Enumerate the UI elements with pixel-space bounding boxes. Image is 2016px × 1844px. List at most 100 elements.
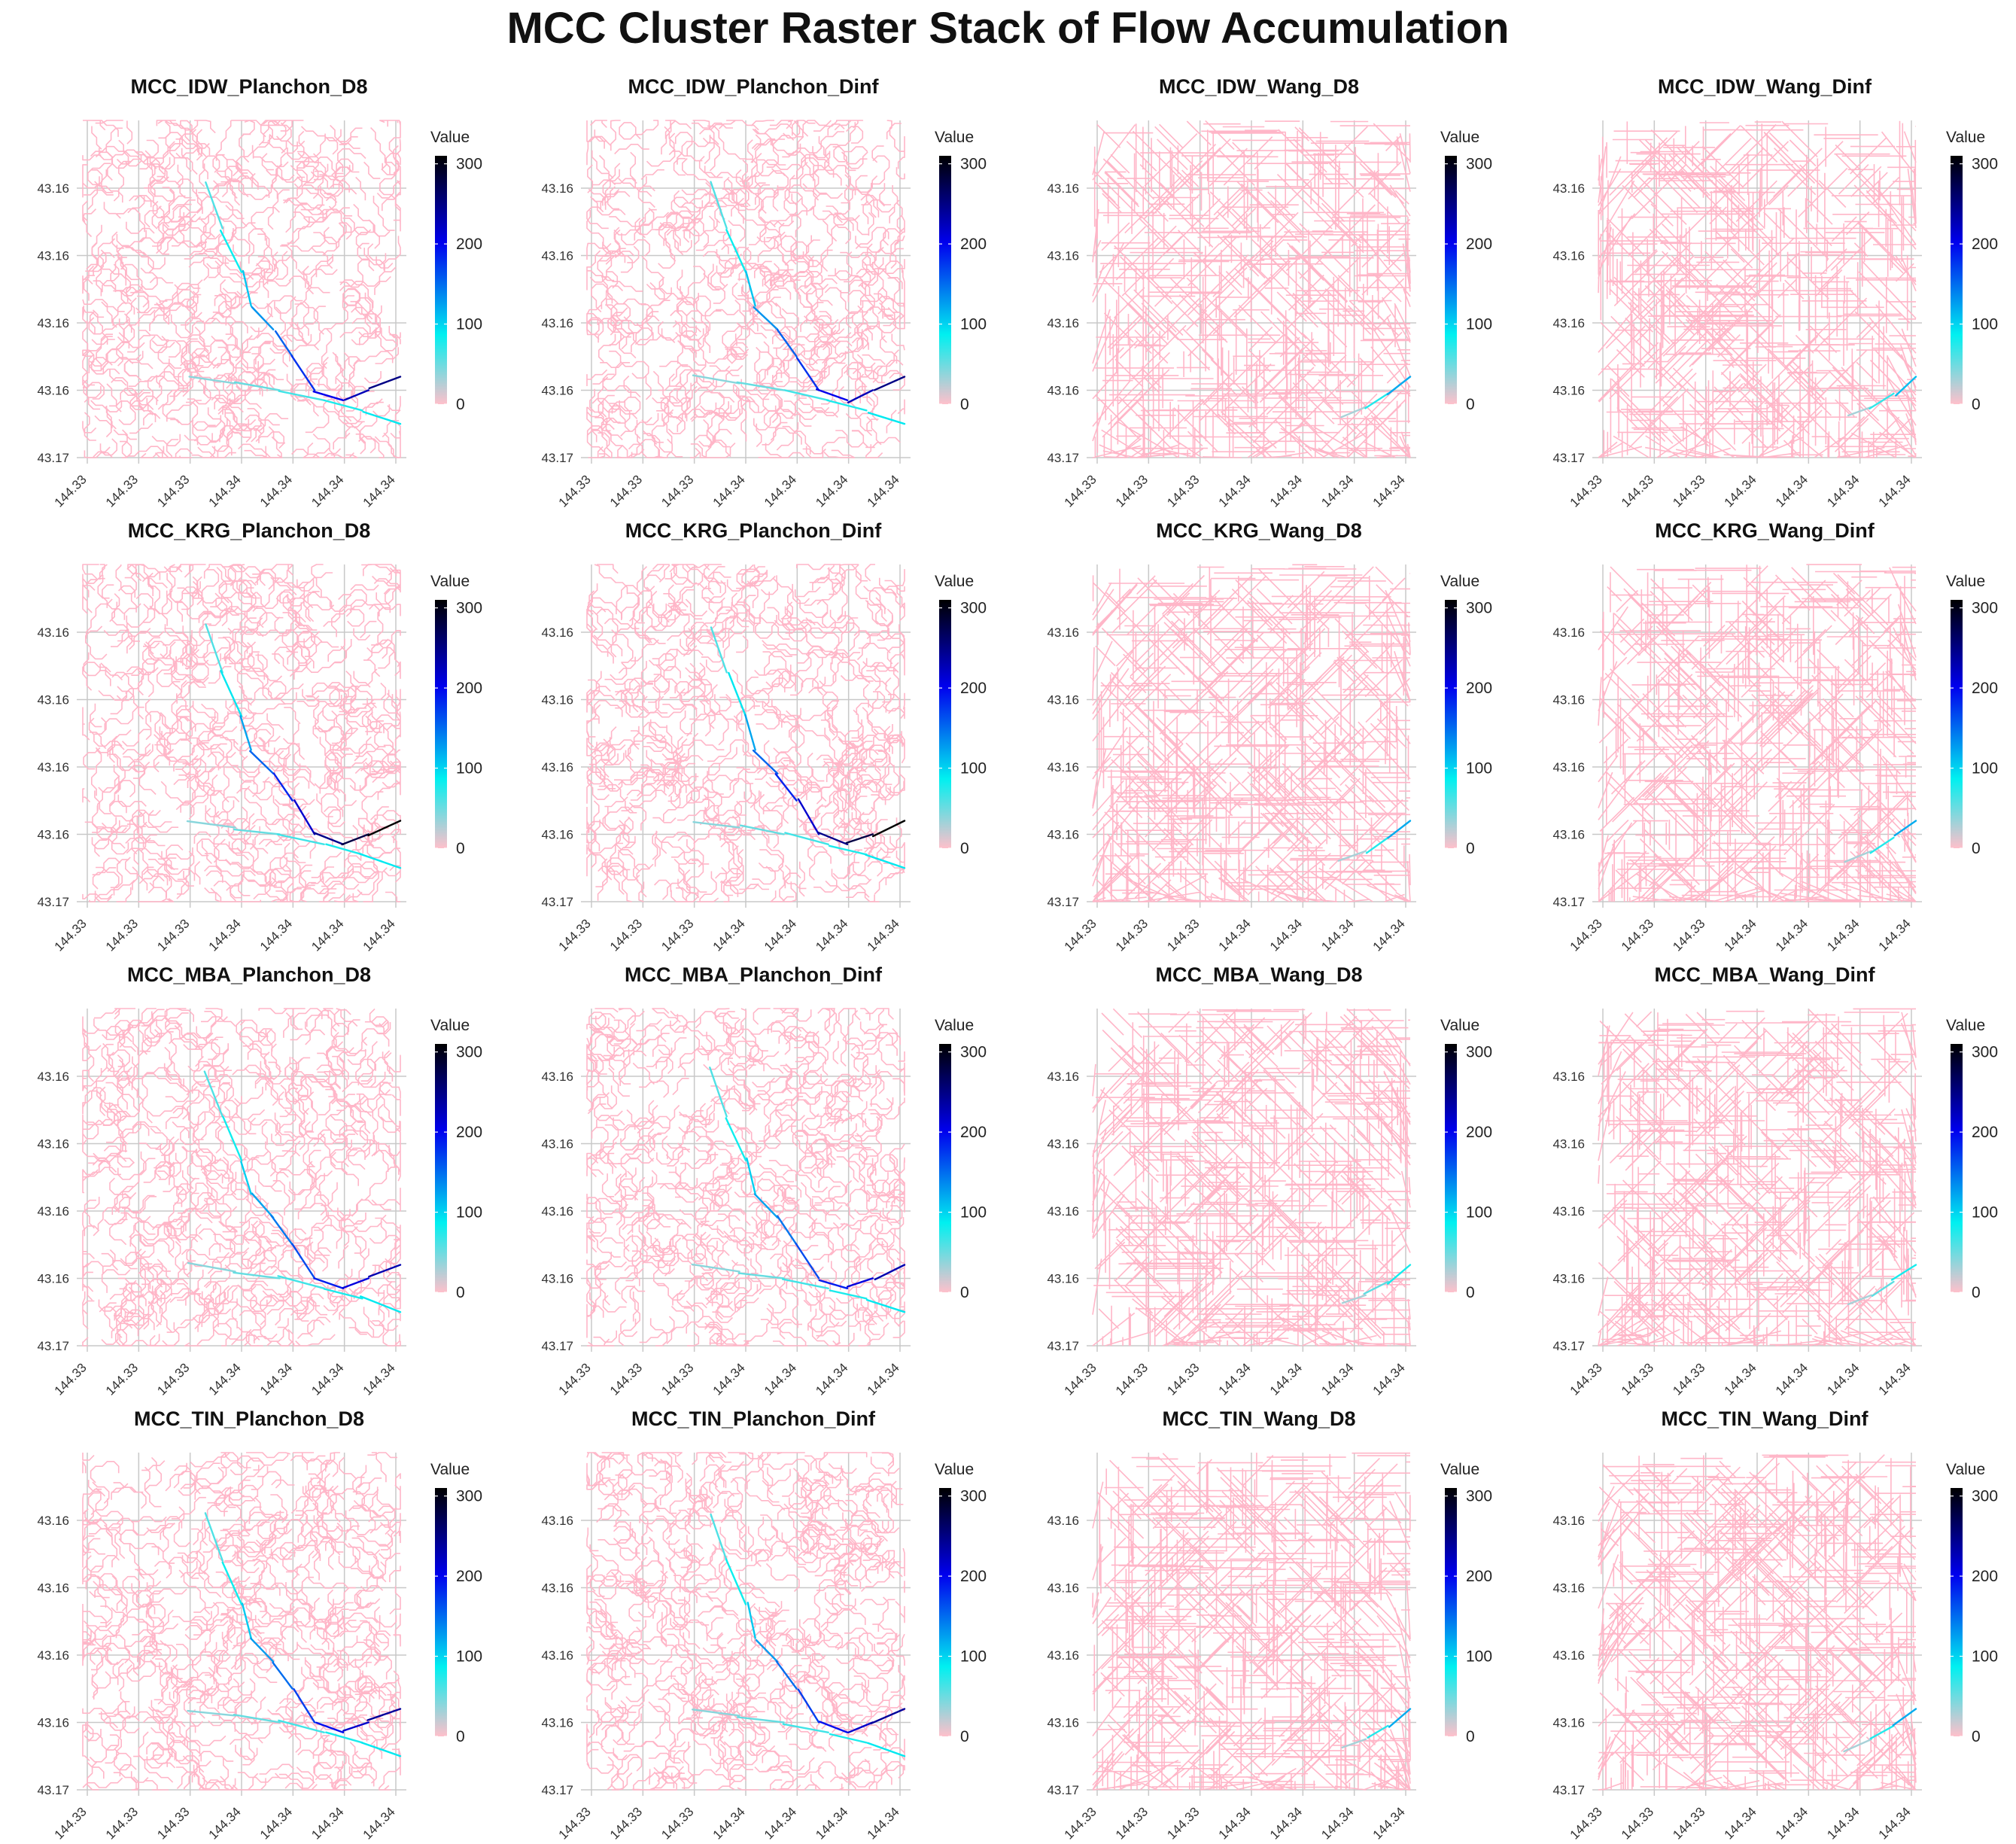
x-tick-label: 144.33 bbox=[1567, 916, 1605, 954]
main-channel bbox=[342, 1721, 369, 1732]
x-tick-label: 144.34 bbox=[1876, 916, 1914, 954]
colorbar-tick-label: 0 bbox=[1466, 1284, 1475, 1301]
x-tick-label: 144.34 bbox=[257, 1804, 295, 1842]
colorbar-tick-label: 100 bbox=[960, 1648, 987, 1666]
outlet-channel bbox=[1869, 836, 1895, 854]
panel-mcc-tin-wang-d8: MCC_TIN_Wang_D8 144.33 144.33 144.33 144.34 1… bbox=[1010, 1400, 1514, 1844]
colorbar-tick-label: 0 bbox=[1972, 1284, 1981, 1301]
outlet-channel bbox=[1387, 1264, 1412, 1285]
x-tick-label: 144.33 bbox=[1567, 472, 1605, 510]
panel-title: MCC_MBA_Planchon_Dinf bbox=[625, 963, 883, 986]
colorbar-tick-label: 300 bbox=[1972, 1044, 1998, 1061]
y-tick-label: 43.16 bbox=[1047, 316, 1079, 330]
raster-chart: MCC_KRG_Wang_Dinf 144.33 144.33 144.33 144.3… bbox=[1552, 519, 1998, 954]
tributary-channel bbox=[278, 390, 325, 401]
tributary-channel bbox=[739, 824, 785, 835]
y-tick-label: 43.16 bbox=[541, 1137, 573, 1152]
main-channel bbox=[205, 181, 223, 230]
y-tick-label: 43.16 bbox=[1047, 1514, 1079, 1528]
main-channel bbox=[251, 1192, 275, 1219]
main-channel bbox=[795, 357, 820, 391]
outlet-channel bbox=[1847, 1294, 1873, 1306]
colorbar bbox=[1951, 1044, 1963, 1292]
colorbar-tick-label: 300 bbox=[960, 156, 987, 173]
panel-title: MCC_KRG_Wang_D8 bbox=[1156, 519, 1362, 542]
main-channel bbox=[846, 1277, 874, 1288]
main-channel bbox=[874, 1264, 906, 1281]
x-tick-label: 144.33 bbox=[1113, 1360, 1151, 1398]
colorbar-tick-label: 200 bbox=[1972, 1124, 1998, 1141]
colorbar bbox=[435, 1488, 447, 1736]
colorbar bbox=[1445, 1488, 1457, 1736]
raster-chart: MCC_MBA_Wang_D8 144.33 144.33 144.33 144.34 1… bbox=[1047, 963, 1492, 1398]
main-channel bbox=[204, 1512, 223, 1562]
colorbar-tick-label: 100 bbox=[1972, 1648, 1998, 1666]
x-tick-label: 144.34 bbox=[1267, 1360, 1305, 1398]
y-tick-label: 43.16 bbox=[1047, 1272, 1079, 1286]
x-tick-label: 144.33 bbox=[1113, 472, 1151, 510]
panel-title: MCC_MBA_Wang_D8 bbox=[1155, 963, 1362, 986]
y-tick-label: 43.16 bbox=[1552, 384, 1585, 398]
x-tick-label: 144.33 bbox=[154, 472, 192, 510]
y-tick-label: 43.17 bbox=[1047, 1339, 1079, 1353]
colorbar bbox=[1951, 1488, 1963, 1736]
plot-area bbox=[1087, 120, 1416, 464]
y-tick-label: 43.16 bbox=[37, 384, 69, 398]
y-tick-label: 43.16 bbox=[37, 760, 69, 774]
y-tick-label: 43.17 bbox=[1552, 895, 1585, 909]
tributary-channel bbox=[324, 399, 363, 412]
legend-title: Value bbox=[1946, 1017, 1985, 1034]
panel-mcc-mba-planchon-dinf: MCC_MBA_Planchon_Dinf 144.33 144.33 144.33 1… bbox=[504, 956, 1008, 1400]
colorbar-tick-label: 100 bbox=[1466, 1204, 1492, 1222]
panel-title: MCC_MBA_Wang_Dinf bbox=[1655, 963, 1876, 986]
y-tick-label: 43.16 bbox=[1552, 1204, 1585, 1219]
main-channel bbox=[873, 376, 906, 391]
main-channel bbox=[709, 1067, 728, 1118]
x-tick-label: 144.34 bbox=[1216, 472, 1254, 510]
colorbar-tick-label: 100 bbox=[456, 316, 482, 333]
main-channel bbox=[776, 1215, 798, 1246]
colorbar-tick-label: 0 bbox=[960, 1728, 969, 1745]
low-accumulation-cells bbox=[586, 1452, 905, 1791]
low-accumulation-cells bbox=[586, 120, 905, 458]
colorbar-tick-label: 0 bbox=[960, 1284, 969, 1301]
legend-title: Value bbox=[1440, 129, 1479, 146]
y-tick-label: 43.16 bbox=[37, 1514, 69, 1528]
colorbar-tick-label: 300 bbox=[1972, 600, 1998, 617]
figure-title: MCC Cluster Raster Stack of Flow Accumul… bbox=[506, 4, 1510, 53]
main-channel bbox=[871, 820, 906, 838]
y-tick-label: 43.16 bbox=[1047, 1204, 1079, 1219]
y-tick-label: 43.16 bbox=[1047, 384, 1079, 398]
low-accumulation-cells bbox=[82, 1008, 401, 1346]
colorbar-tick-label: 200 bbox=[456, 236, 482, 253]
x-tick-label: 144.34 bbox=[1267, 916, 1305, 954]
plot-area bbox=[77, 120, 406, 464]
legend-title: Value bbox=[430, 1461, 470, 1478]
x-tick-label: 144.34 bbox=[865, 1804, 902, 1842]
colorbar-tick-label: 100 bbox=[456, 1204, 482, 1222]
y-tick-label: 43.16 bbox=[37, 1070, 69, 1084]
colorbar-tick-label: 100 bbox=[960, 316, 987, 333]
main-channel bbox=[753, 306, 779, 330]
x-tick-label: 144.33 bbox=[1567, 1360, 1605, 1398]
colorbar-tick-label: 200 bbox=[1466, 236, 1492, 253]
main-channel bbox=[343, 389, 369, 401]
x-tick-label: 144.34 bbox=[762, 472, 799, 510]
x-tick-label: 144.33 bbox=[556, 916, 594, 954]
plot-area bbox=[77, 564, 406, 908]
main-channel bbox=[203, 1070, 223, 1118]
x-tick-label: 144.33 bbox=[1619, 1804, 1656, 1842]
raster-chart: MCC_MBA_Wang_Dinf 144.33 144.33 144.33 144.3… bbox=[1552, 963, 1998, 1398]
y-tick-label: 43.17 bbox=[1047, 895, 1079, 909]
x-tick-label: 144.34 bbox=[1267, 472, 1305, 510]
main-channel bbox=[251, 306, 275, 330]
x-tick-label: 144.33 bbox=[1670, 1360, 1707, 1398]
x-tick-label: 144.34 bbox=[762, 1804, 799, 1842]
panel-mcc-idw-wang-dinf: MCC_IDW_Wang_Dinf 144.33 144.33 144.33 144.3… bbox=[1516, 68, 2016, 512]
tributary-channel bbox=[276, 833, 325, 845]
tributary-channel bbox=[829, 1733, 868, 1744]
x-tick-label: 144.33 bbox=[52, 916, 90, 954]
x-tick-label: 144.34 bbox=[1722, 1804, 1759, 1842]
raster-chart: MCC_TIN_Planchon_Dinf 144.33 144.33 144.33 1… bbox=[541, 1407, 987, 1842]
tributary-channel bbox=[782, 1278, 829, 1289]
